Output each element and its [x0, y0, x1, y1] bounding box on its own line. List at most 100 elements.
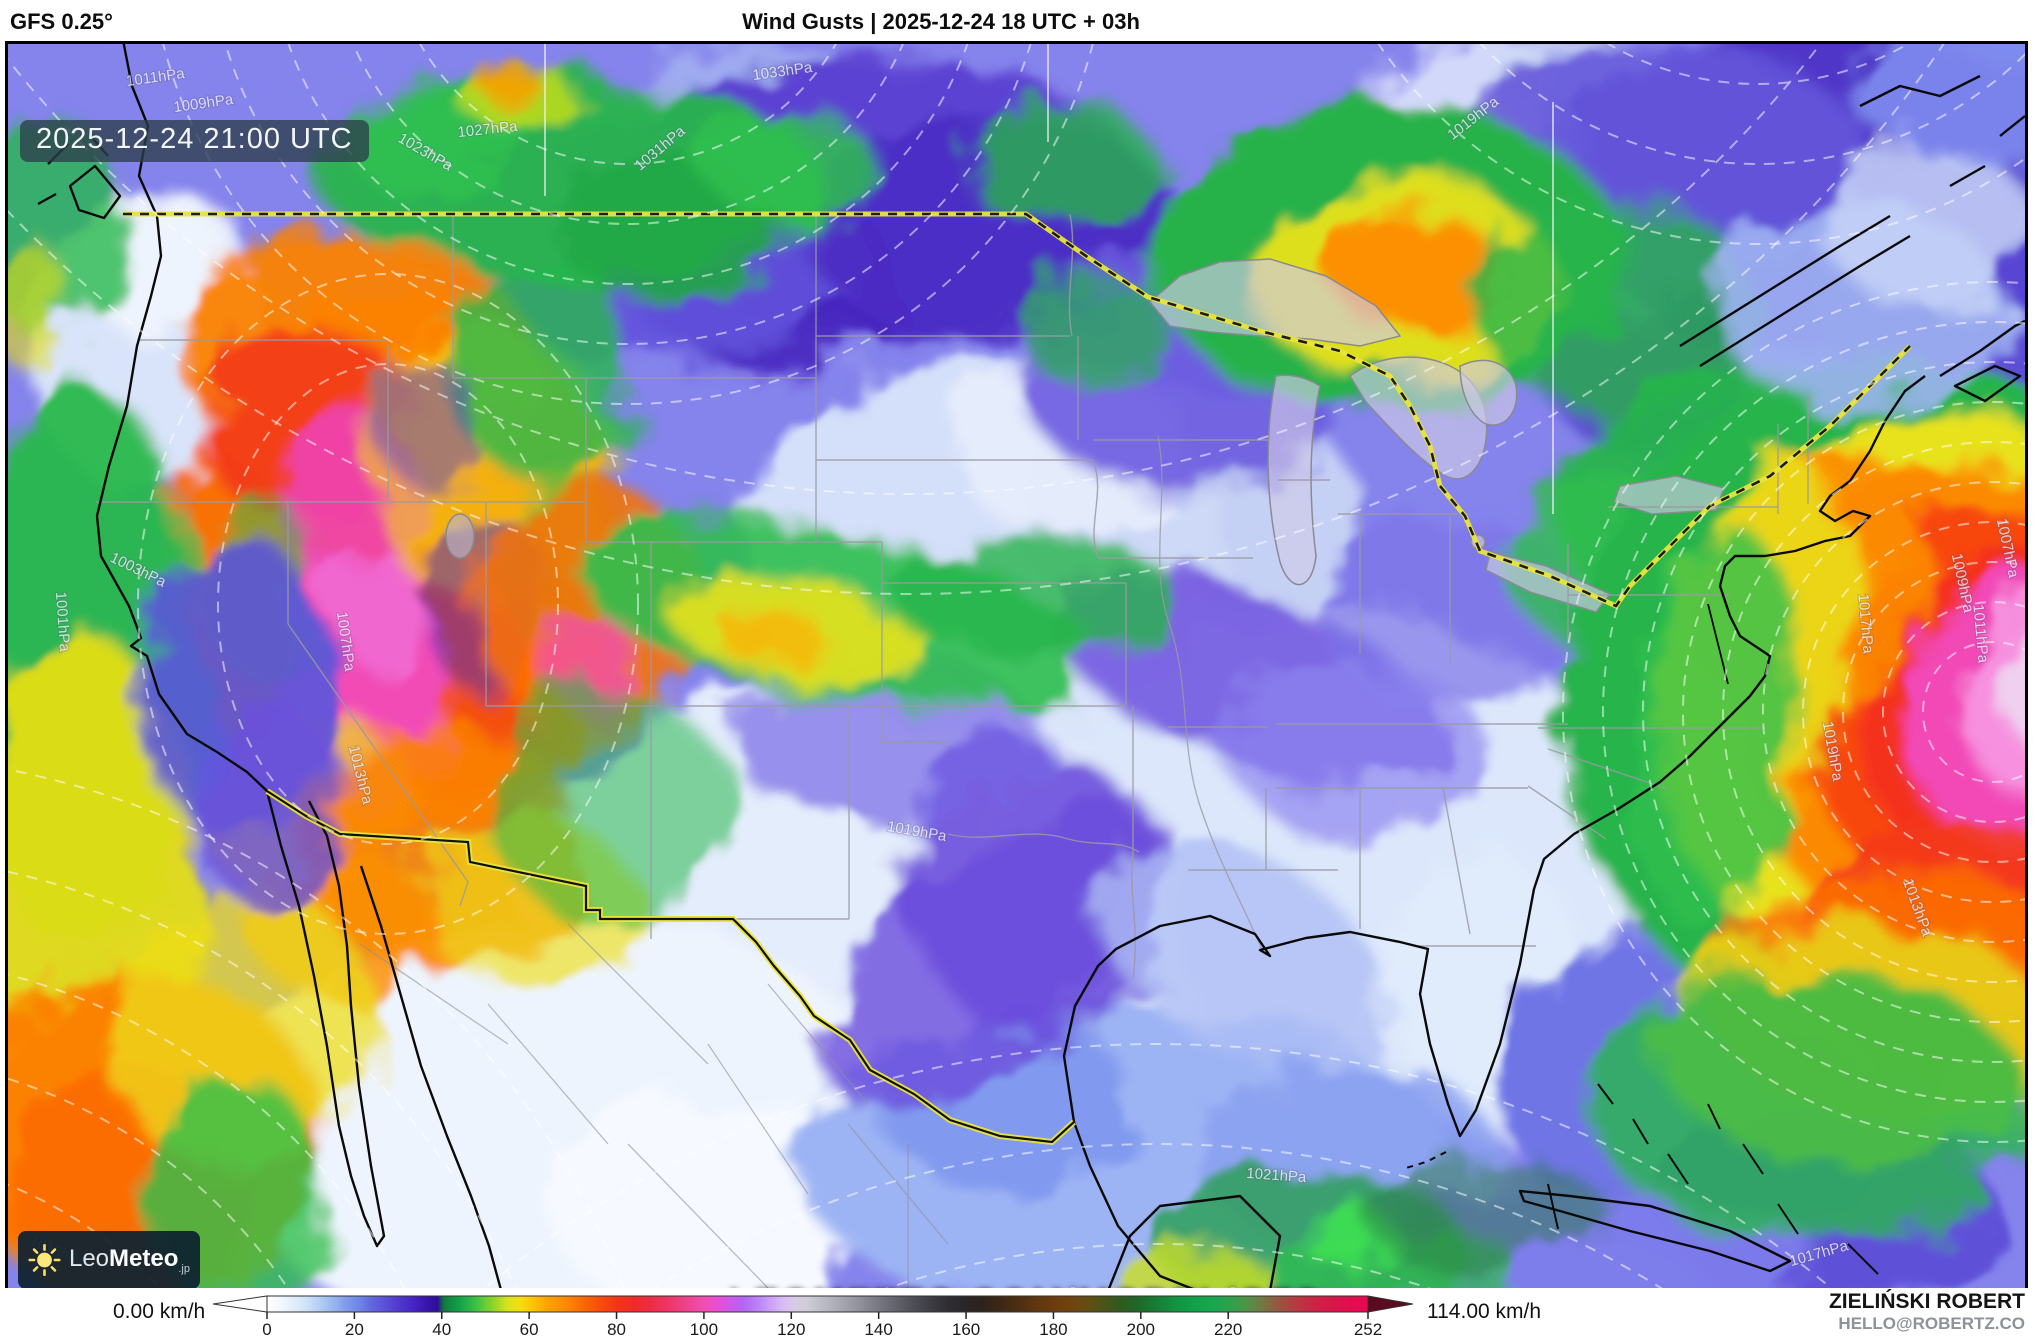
lake-ontario: [1613, 475, 1725, 515]
mexico-pacific-coastline: [359, 865, 502, 1288]
isobar-label: 1027hPa: [457, 118, 519, 141]
us-mexico-border: [265, 788, 1077, 1146]
mexico-gulf-coastline: [1072, 1121, 1194, 1288]
gust-blob: [820, 795, 1166, 1103]
isobar-line: [1762, 481, 2025, 943]
gust-blob: [1468, 201, 1758, 411]
page-title: Wind Gusts | 2025-12-24 18 UTC + 03h: [742, 9, 1140, 34]
legend-min-value: 0.00 km/h: [113, 1300, 206, 1323]
isobar-line: [137, 273, 639, 935]
gust-blob: [1828, 144, 2025, 308]
gust-blob: [112, 883, 368, 1169]
great-salt-lake: [445, 513, 475, 559]
gust-blob: [718, 610, 822, 662]
gust-blob: [488, 694, 732, 918]
bahamas-islands: [1547, 1083, 1879, 1275]
gust-blob: [8, 247, 72, 371]
legend-bar: 0.00 km/h 0 20 40 60 80 100 120 140 160 180 200 220…: [0, 1288, 2033, 1338]
header-bar: GFS 0.25° Wind Gusts | 2025-12-24 18 UTC…: [0, 0, 2033, 44]
colorbar-tick-label: 100: [690, 1320, 718, 1338]
gust-blob: [476, 66, 540, 102]
chesapeake-bay: [1707, 603, 1729, 685]
colorbar-overflow-arrow: [1367, 1295, 1413, 1313]
legend-max-value: 114.00 km/h: [1427, 1300, 1542, 1323]
colorbar-tick-label: 80: [607, 1320, 626, 1338]
st-lawrence-coast: [1679, 164, 1986, 368]
colorbar-tick-label: 0: [262, 1320, 271, 1338]
author-name: ZIELIŃSKI ROBERT: [1828, 1290, 2025, 1313]
isobars-layer: [8, 44, 2025, 1288]
isobar-line: [1682, 401, 2025, 1023]
credits-block: ZIELIŃSKI ROBERT HELLO@ROBERTZ.CO: [1829, 1290, 2025, 1334]
gulf-atlantic-coastline: [1062, 375, 1926, 1138]
isobar-line: [483, 1043, 1833, 1288]
isobar-line: [217, 363, 559, 845]
gust-blob: [1091, 834, 1385, 1064]
map-frame: 1011hPa 1009hPa 1023hPa 1027hPa 1031hPa 1033h…: [5, 41, 2028, 1324]
logo-text: LeoMeteo.jp: [68, 1245, 190, 1275]
gust-blob: [1023, 284, 1173, 388]
colorbar-tick-label: 60: [520, 1320, 539, 1338]
gust-blob: [1631, 524, 1799, 928]
rivers-layer: [1157, 435, 1263, 951]
province-borders-layer: [544, 44, 1554, 514]
gust-blob: [1848, 44, 2025, 158]
isobar-line: [287, 44, 969, 285]
isobar-line: [885, 1243, 1431, 1288]
gust-blob: [1998, 639, 2025, 741]
isobar-label: 1021hPa: [1246, 1165, 1308, 1186]
gust-blob: [332, 544, 428, 668]
sun-icon: [28, 1243, 61, 1277]
state-borders-layer: [96, 213, 1809, 980]
isobar-line: [1842, 561, 2025, 863]
valid-time-overlay: 2025-12-24 21:00 UTC: [20, 120, 369, 162]
colorbar: 0 20 40 60 80 100 120 140 160 180 200 220 252: [213, 1295, 1413, 1338]
us-canada-border: [123, 211, 1912, 610]
colorbar-tick-label: 252: [1354, 1320, 1382, 1338]
gust-blob: [888, 534, 1178, 658]
isobar-line: [1562, 281, 2025, 1143]
isobar-line: [1922, 641, 2025, 783]
lake-superior: [1148, 258, 1402, 347]
yucatan-coastline: [1107, 1194, 1282, 1288]
cuba-coastline: [1518, 1189, 1792, 1273]
newfoundland-coast: [1859, 74, 2025, 137]
isobar-line: [1602, 321, 2025, 1103]
gust-blob: [548, 1094, 868, 1288]
colorbar-tick-label: 120: [777, 1320, 805, 1338]
isobar-line: [1882, 601, 2025, 823]
colorbar-tick-label: 160: [952, 1320, 980, 1338]
gust-blob: [1300, 1202, 1390, 1266]
leometeo-logo: LeoMeteo.jp: [18, 1231, 200, 1289]
gust-blob: [705, 114, 875, 218]
isobar-line: [1642, 361, 2025, 1063]
isobar-line: [1377, 44, 2025, 245]
isobar-line: [8, 44, 1945, 595]
gust-blob: [1228, 664, 1488, 834]
gust-blob: [1958, 604, 2025, 796]
colorbar-tick-label: 40: [432, 1320, 451, 1338]
gust-blob: [1328, 216, 1504, 328]
colorbar-gradient-body: [266, 1295, 1369, 1313]
colorbar-ticks: 0 20 40 60 80 100 120 140 160 180 200 220 252: [262, 1312, 1382, 1338]
model-resolution-label: GFS 0.25°: [10, 9, 113, 34]
mississippi-river: [1157, 435, 1263, 951]
colorbar-tick-label: 180: [1039, 1320, 1067, 1338]
colorbar-tick-label: 20: [345, 1320, 364, 1338]
georgian-bay: [1459, 359, 1518, 426]
colorbar-underflow-arrow: [213, 1295, 268, 1313]
author-contact: HELLO@ROBERTZ.CO: [1838, 1314, 2025, 1334]
colorbar-tick-label: 200: [1127, 1320, 1155, 1338]
colorbar-tick-label: 220: [1214, 1320, 1242, 1338]
isobar-line: [1722, 441, 2025, 983]
florida-keys: [1405, 1151, 1447, 1169]
isobar-line: [8, 44, 1822, 495]
gust-blob: [1588, 974, 2025, 1238]
gust-blob: [378, 364, 482, 488]
colorbar-tick-label: 140: [864, 1320, 892, 1338]
pacific-coastline: [95, 44, 386, 1248]
gust-blob: [553, 614, 637, 718]
coastlines-layer: [37, 44, 2025, 1288]
